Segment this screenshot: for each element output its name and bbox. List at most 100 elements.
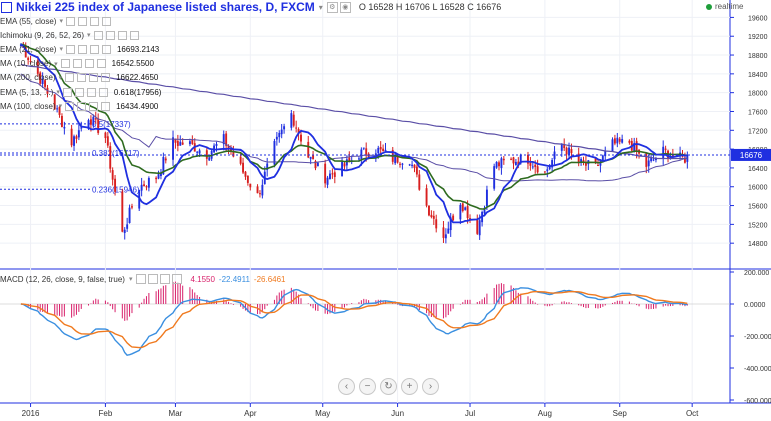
candle-body	[106, 136, 109, 146]
candle-body	[519, 154, 522, 164]
indicator-close-icon[interactable]	[101, 44, 111, 54]
candle-body	[114, 178, 117, 192]
candle-body	[449, 217, 452, 231]
indicator-close-icon[interactable]	[129, 30, 139, 40]
indicator-eye-icon[interactable]	[105, 30, 115, 40]
indicator-label[interactable]: MA (200, close)	[0, 73, 56, 83]
candle-body	[563, 144, 566, 149]
indicator-dropdown-icon[interactable]: ▾	[59, 18, 63, 26]
macd-tick-label: -200.000	[744, 334, 771, 341]
indicator-settings-icon[interactable]	[65, 16, 75, 26]
macd-add-icon[interactable]	[160, 274, 171, 284]
indicator-settings-icon[interactable]	[65, 101, 75, 111]
indicator-settings-icon[interactable]	[65, 73, 75, 83]
candle-body	[411, 164, 414, 166]
zoom-out-button[interactable]: −	[359, 378, 376, 395]
candle-body	[324, 163, 327, 184]
indicator-row[interactable]: Ichimoku (9, 26, 52, 26) ▾	[0, 28, 161, 42]
indicator-dropdown-icon[interactable]: ▾	[54, 60, 58, 68]
indicator-eye-icon[interactable]	[74, 87, 84, 97]
indicator-label[interactable]: EMA (21, close)	[0, 44, 57, 54]
time-tick-label: Feb	[99, 409, 113, 418]
indicator-settings-icon[interactable]	[60, 59, 70, 69]
macd-dropdown-icon[interactable]: ▾	[128, 276, 133, 283]
indicator-add-icon[interactable]	[117, 30, 127, 40]
indicator-settings-icon[interactable]	[62, 87, 72, 97]
indicator-row[interactable]: MA (100, close) ▾ 16434.4900	[0, 99, 161, 113]
candle-body	[242, 162, 245, 173]
macd-close-icon[interactable]	[172, 274, 183, 284]
candle-body	[485, 189, 488, 207]
candle-body	[601, 155, 604, 161]
macd-value-hist: -26.6461	[253, 274, 286, 284]
indicator-add-icon[interactable]	[89, 16, 99, 26]
title-dropdown-icon[interactable]: ▾	[318, 2, 323, 12]
candle-body	[551, 160, 554, 168]
indicator-add-icon[interactable]	[89, 44, 99, 54]
indicator-close-icon[interactable]	[101, 73, 111, 83]
indicator-add-icon[interactable]	[89, 101, 99, 111]
indicator-row[interactable]: EMA (21, close) ▾ 16693.2143	[0, 42, 161, 56]
eye-icon[interactable]: ◉	[339, 1, 351, 13]
indicator-label[interactable]: MA (10, close)	[0, 59, 52, 69]
scroll-right-button[interactable]: ›	[422, 378, 439, 395]
macd-tools[interactable]	[136, 274, 183, 284]
candle-body	[164, 158, 167, 161]
price-tick-label: 18400	[748, 72, 768, 79]
price-tick-label: 16000	[748, 185, 768, 192]
chart-type-icon[interactable]	[1, 1, 12, 13]
reset-button[interactable]: ↻	[380, 378, 397, 395]
candle-body	[312, 155, 315, 160]
indicator-eye-icon[interactable]	[77, 16, 87, 26]
candle-body	[256, 186, 259, 194]
settings-icon[interactable]: ⚙	[326, 1, 338, 13]
candle-body	[280, 129, 283, 135]
macd-eye-icon[interactable]	[148, 274, 159, 284]
indicator-label[interactable]: EMA (5, 13, ...)	[0, 87, 54, 97]
indicator-row[interactable]: MA (10, close) ▾ 16542.5500	[0, 57, 161, 71]
indicator-eye-icon[interactable]	[77, 44, 87, 54]
indicator-settings-icon[interactable]	[93, 30, 103, 40]
indicator-eye-icon[interactable]	[77, 101, 87, 111]
candle-body	[430, 214, 433, 217]
indicator-dropdown-icon[interactable]: ▾	[58, 103, 63, 111]
header-tools[interactable]: ⚙ ◉	[326, 1, 351, 13]
indicator-add-icon[interactable]	[86, 87, 96, 97]
indicator-add-icon[interactable]	[89, 73, 99, 83]
indicator-settings-icon[interactable]	[65, 44, 75, 54]
indicator-eye-icon[interactable]	[72, 59, 82, 69]
indicator-dropdown-icon[interactable]: ▾	[59, 46, 63, 54]
indicator-add-icon[interactable]	[84, 59, 94, 69]
candle-body	[205, 150, 208, 159]
price-tick-label: 14800	[748, 241, 768, 248]
candle-body	[24, 45, 27, 58]
indicator-label[interactable]: EMA (55, close)	[0, 16, 57, 26]
indicator-close-icon[interactable]	[101, 101, 111, 111]
candle-body	[399, 163, 401, 165]
candle-body	[531, 166, 534, 168]
candle-body	[543, 171, 546, 173]
indicator-value: 16622.4650	[116, 73, 159, 83]
indicator-close-icon[interactable]	[101, 16, 111, 26]
indicator-row[interactable]: EMA (55, close) ▾	[0, 14, 161, 28]
macd-settings-icon[interactable]	[136, 274, 147, 284]
indicator-dropdown-icon[interactable]: ▾	[87, 32, 91, 40]
indicator-dropdown-icon[interactable]: ▾	[58, 74, 63, 82]
indicator-label[interactable]: Ichimoku (9, 26, 52, 26)	[0, 30, 85, 40]
candle-body	[290, 113, 293, 128]
indicator-row[interactable]: EMA (5, 13, ...) ▾ 0.618(17956)	[0, 85, 161, 99]
indicator-row[interactable]: MA (200, close) ▾ 16622.4650	[0, 71, 161, 85]
candle-body	[92, 116, 95, 126]
indicator-close-icon[interactable]	[96, 59, 106, 69]
indicator-close-icon[interactable]	[98, 87, 108, 97]
macd-label[interactable]: MACD (12, 26, close, 9, false, true)	[0, 274, 125, 284]
chart-title[interactable]: Nikkei 225 index of Japanese listed shar…	[16, 0, 315, 14]
indicator-eye-icon[interactable]	[77, 73, 87, 83]
indicator-label[interactable]: MA (100, close)	[0, 101, 56, 111]
scroll-left-button[interactable]: ‹	[338, 378, 355, 395]
candle-body	[77, 130, 80, 138]
indicator-dropdown-icon[interactable]: ▾	[56, 89, 60, 97]
candle-body	[553, 151, 556, 160]
candle-body	[394, 154, 397, 164]
zoom-in-button[interactable]: +	[401, 378, 418, 395]
